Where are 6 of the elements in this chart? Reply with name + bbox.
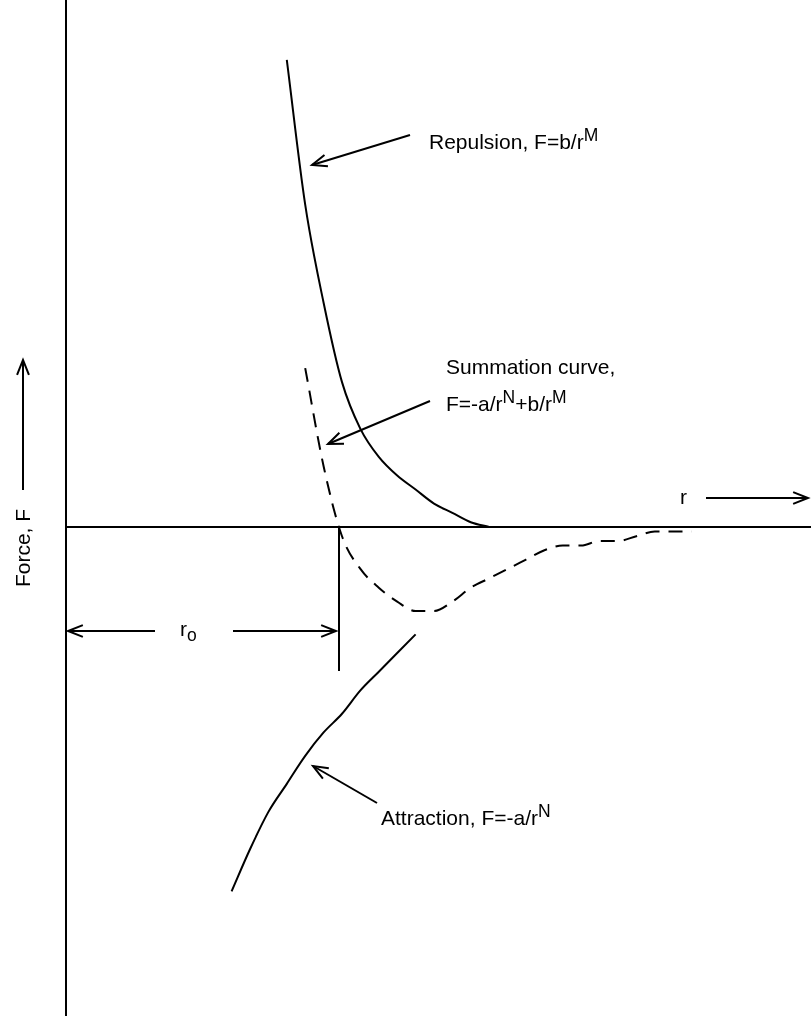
annotation: Attraction, F=-a/r$^{N}$ [381,800,552,831]
x-axis-title: r [680,484,687,510]
annotation: Repulsion, F=b/r$^{M}$ [429,124,600,155]
annotation: r$_{o}$ [180,616,198,648]
y-axis-title: Force, F [10,508,35,588]
annotation: Summation curve, F=-a/r$^{N}$+b/r$^{M}$ [446,354,617,417]
